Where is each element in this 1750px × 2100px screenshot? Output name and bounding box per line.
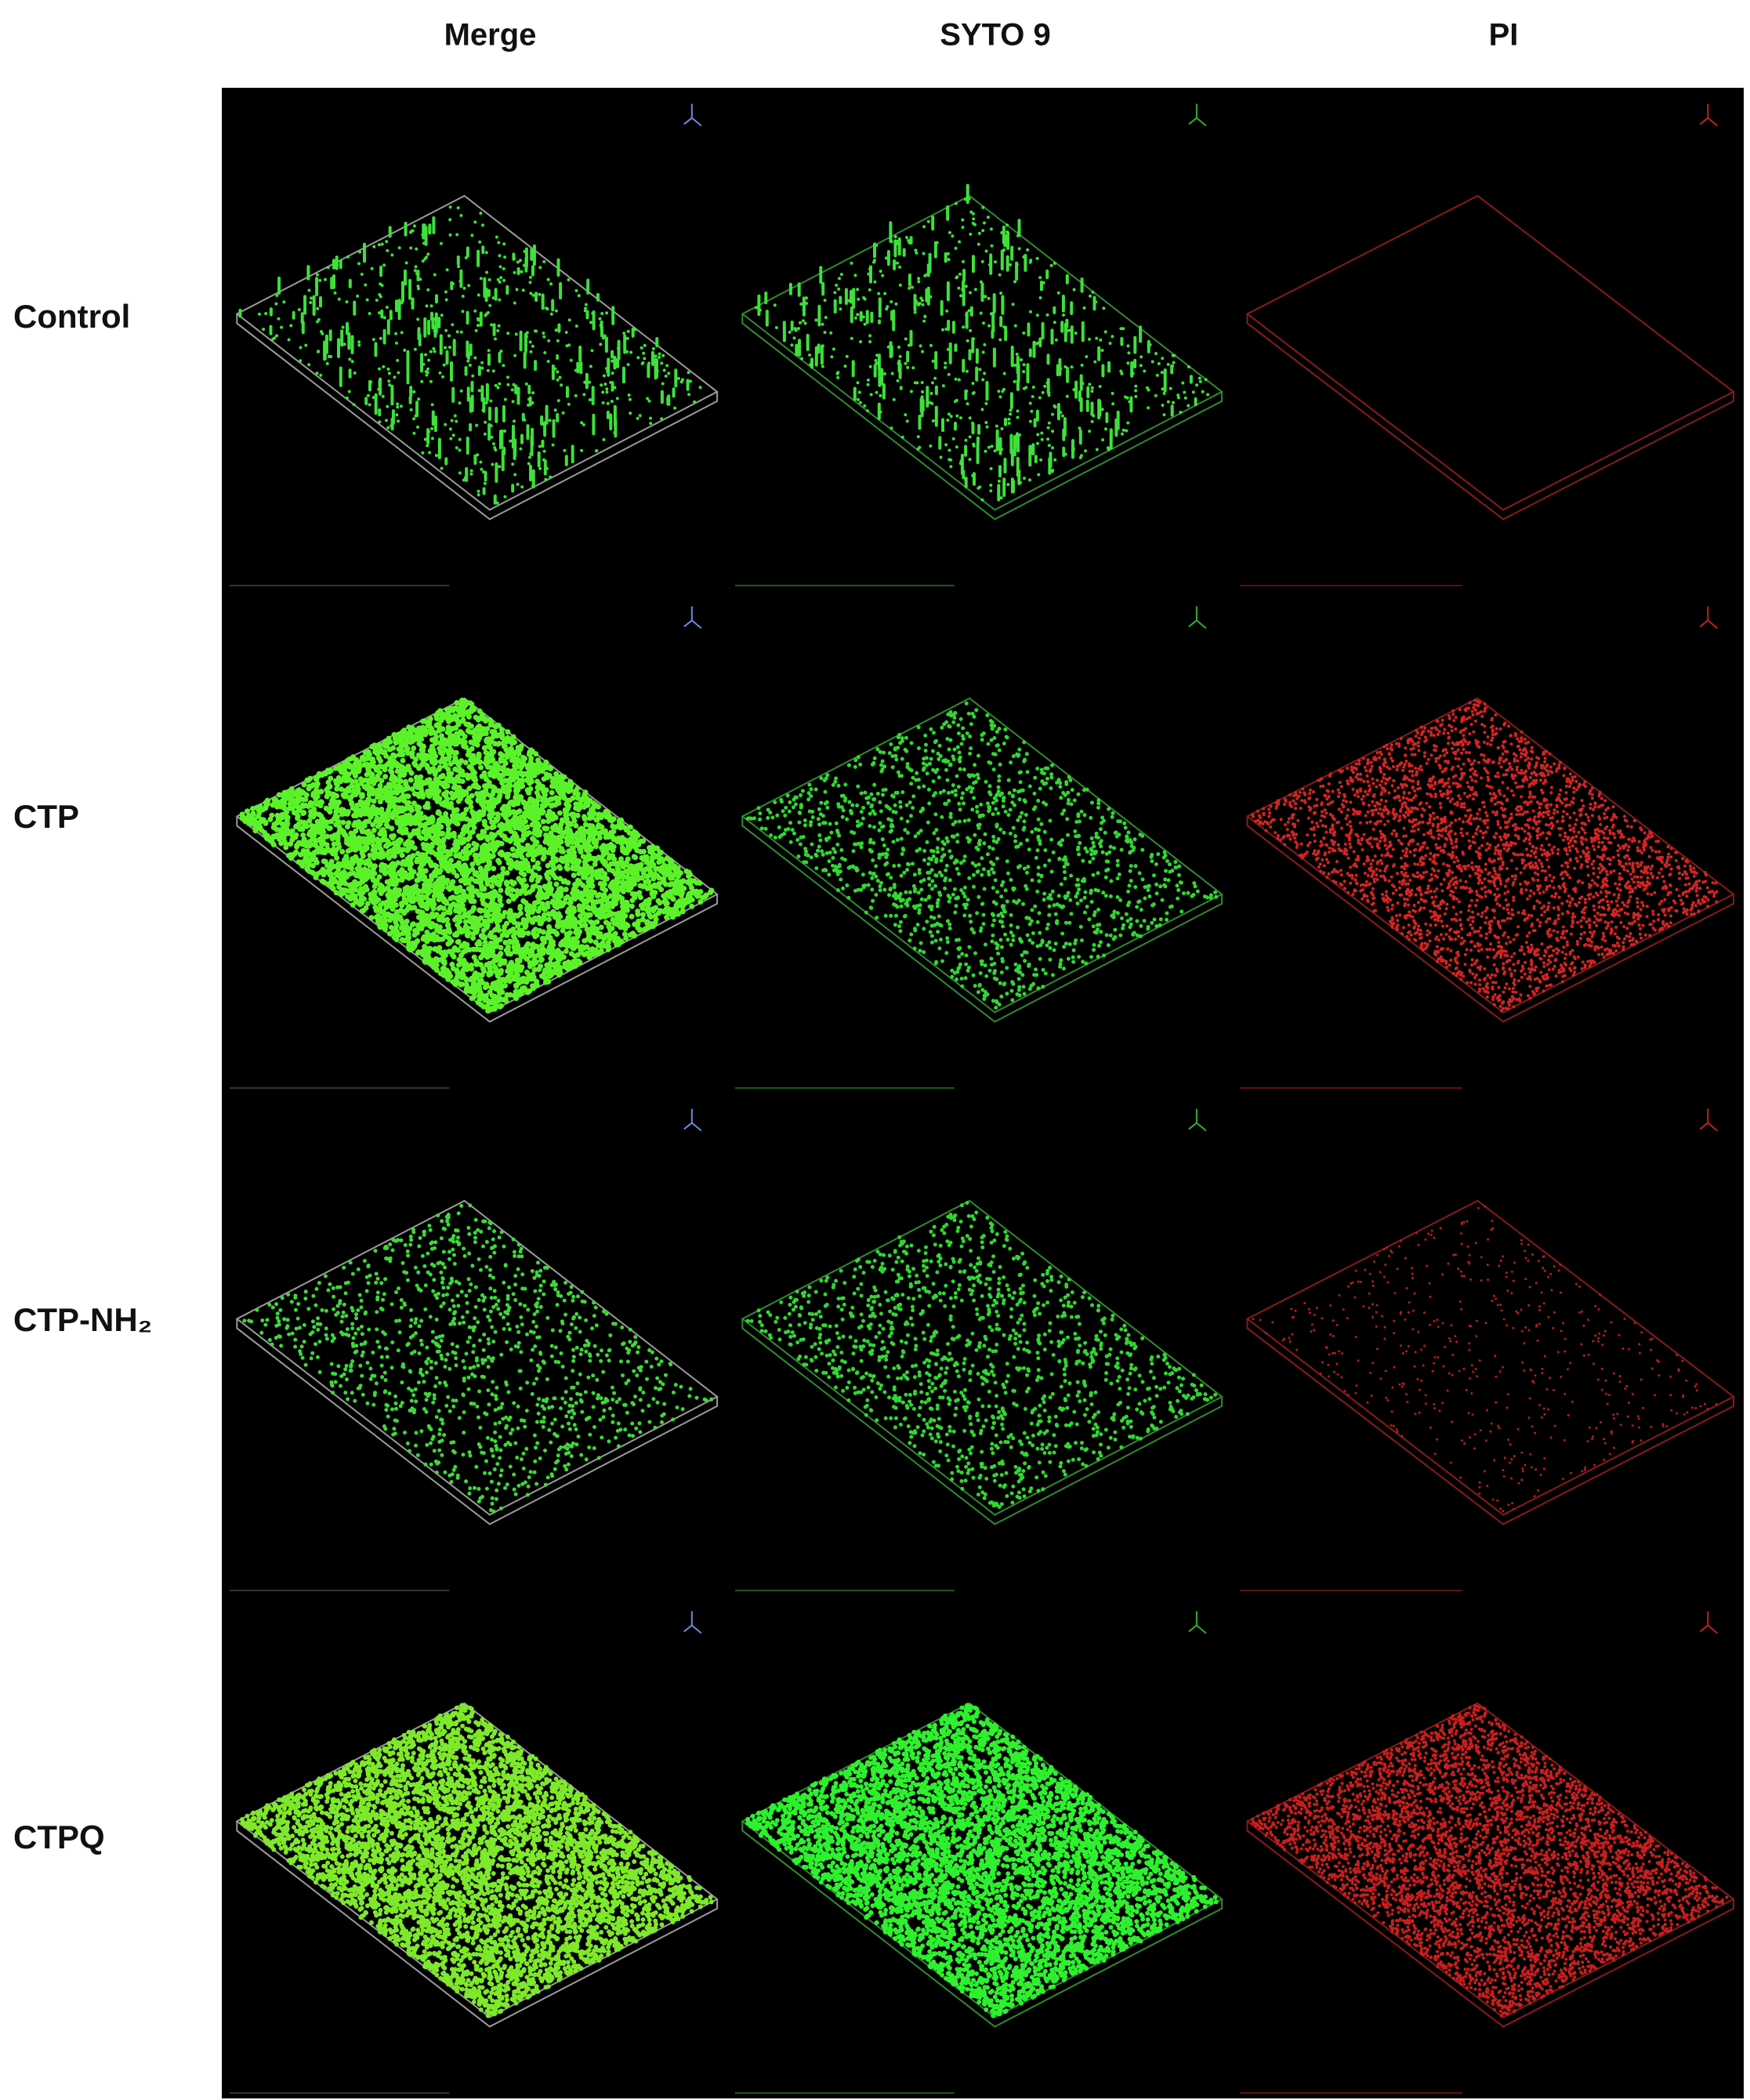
- fluorescence-signal: [755, 183, 1210, 502]
- volume-frame: [1245, 1199, 1735, 1516]
- volume-edge: [741, 1318, 1223, 1525]
- fluorescence-signal: [240, 1703, 714, 2018]
- axis-gizmo: [683, 103, 702, 127]
- axis-gizmo: [1188, 103, 1207, 127]
- axis-gizmo: [1699, 606, 1718, 629]
- volume-frame: [235, 194, 719, 511]
- volume-frame: [741, 194, 1223, 511]
- volume-edge: [236, 1318, 719, 1525]
- volume-edge: [236, 314, 719, 520]
- volume-edge: [236, 1821, 719, 2028]
- axis-gizmo: [683, 606, 702, 629]
- fluorescence-signal: [242, 1203, 714, 1514]
- fluorescence-signal: [238, 205, 702, 505]
- volume-edge: [741, 314, 1223, 520]
- volume-edge: [741, 816, 1223, 1023]
- axis-gizmo: [683, 1108, 702, 1132]
- volume-frame: [1245, 194, 1735, 511]
- volume-edge: [236, 816, 719, 1023]
- fluorescence-signal: [1252, 1205, 1718, 1513]
- volume-frame: [741, 697, 1223, 1014]
- row-label: CTP: [13, 798, 79, 835]
- volume-frame: [235, 1199, 719, 1516]
- column-header: SYTO 9: [940, 18, 1051, 53]
- axis-gizmo: [1188, 1108, 1207, 1132]
- axis-gizmo: [1188, 1611, 1207, 1634]
- axis-gizmo: [1699, 103, 1718, 127]
- fluorescence-signal: [1251, 1703, 1729, 2018]
- column-header: PI: [1489, 18, 1519, 53]
- fluorescence-signal: [745, 1201, 1218, 1509]
- fluorescence-signal: [239, 698, 715, 1014]
- labels: Merge SYTO 9 PI Control CTP CTP-NH₂ CTPQ: [13, 18, 1518, 1856]
- axis-gizmo: [1699, 1611, 1718, 1634]
- row-label: CTP-NH₂: [13, 1301, 152, 1338]
- image-cells: [230, 103, 1735, 2094]
- volume-edge: [1246, 1821, 1734, 2028]
- column-header: Merge: [444, 18, 537, 53]
- axis-gizmo: [683, 1611, 702, 1634]
- volume-frame: [1245, 1702, 1735, 2018]
- volume-edge: [1246, 314, 1734, 520]
- volume-frame: [1245, 697, 1735, 1014]
- volume-edge: [1246, 816, 1734, 1023]
- fluorescence-signal: [745, 701, 1219, 1010]
- volume-edge: [741, 1821, 1223, 2028]
- fluorescence-signal: [1251, 698, 1719, 1013]
- axis-gizmo: [1188, 606, 1207, 629]
- row-label: CTPQ: [13, 1819, 105, 1855]
- row-label: Control: [13, 298, 130, 335]
- volume-edge: [1246, 1318, 1734, 1525]
- volume-frame: [741, 1199, 1223, 1516]
- fluorescence-signal: [745, 1703, 1219, 2018]
- axis-gizmo: [1699, 1108, 1718, 1132]
